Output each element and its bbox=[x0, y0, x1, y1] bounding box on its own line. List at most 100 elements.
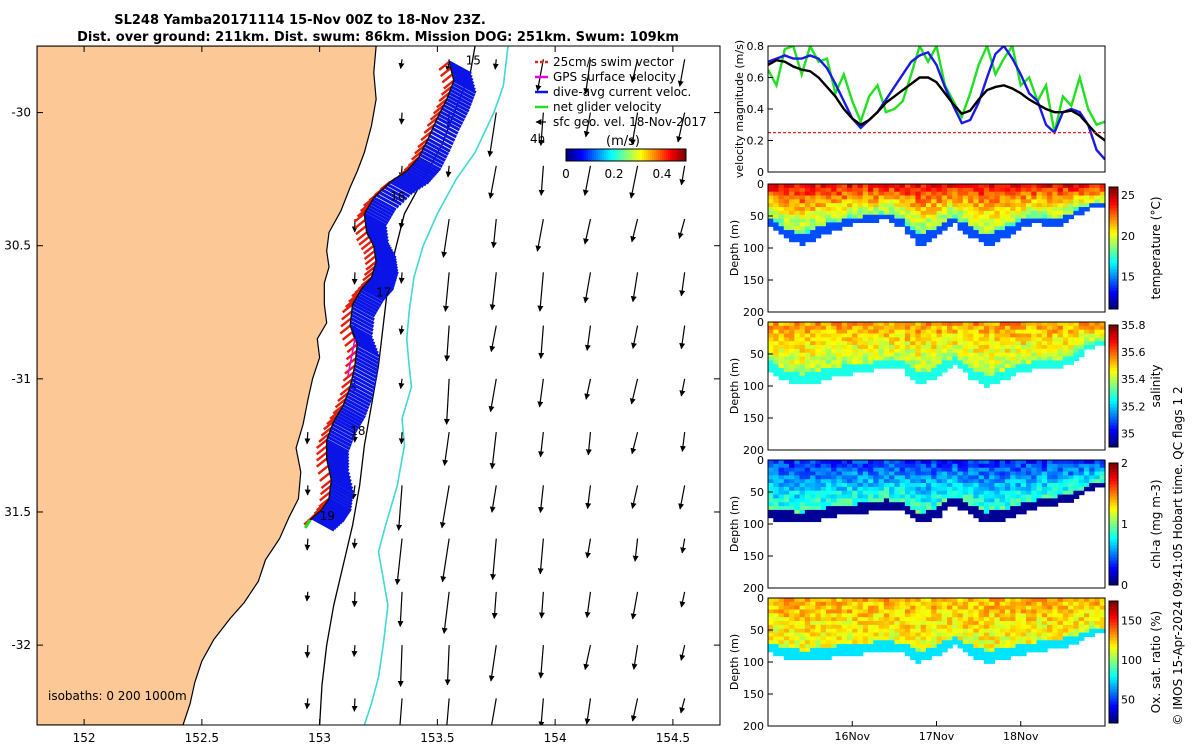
section-cell bbox=[947, 222, 953, 227]
section-cell bbox=[1062, 624, 1069, 630]
section-cell bbox=[1057, 191, 1064, 197]
section-cell bbox=[1031, 341, 1038, 346]
section-cell bbox=[1073, 348, 1080, 354]
geo-velocity-arrows bbox=[304, 59, 687, 725]
geo-arrow bbox=[538, 645, 545, 679]
section-cell bbox=[810, 199, 816, 204]
section-cell bbox=[1026, 222, 1032, 227]
section-cell bbox=[1041, 632, 1048, 637]
section-cell bbox=[936, 352, 943, 358]
section-cell bbox=[846, 636, 853, 641]
section-cell bbox=[904, 195, 911, 200]
section-cell bbox=[1099, 475, 1106, 480]
section-cell bbox=[920, 214, 927, 220]
dive-avg-current-vector bbox=[359, 289, 384, 305]
section-cell bbox=[904, 333, 911, 338]
section-cell bbox=[862, 628, 869, 634]
section-cell bbox=[883, 203, 890, 208]
section-cell bbox=[1020, 199, 1027, 204]
dive-avg-current-vector bbox=[345, 394, 370, 410]
section-cell bbox=[952, 348, 959, 354]
section-cell bbox=[878, 207, 885, 212]
section-cell bbox=[936, 345, 943, 350]
section-cell bbox=[1004, 601, 1011, 607]
section-cell bbox=[973, 624, 980, 630]
section-cell bbox=[957, 203, 964, 208]
section-cell bbox=[1094, 475, 1101, 480]
section-cell bbox=[831, 222, 838, 227]
section-cell bbox=[999, 624, 1006, 630]
section-cell bbox=[952, 218, 959, 223]
section-colorbar-label: chl-a (mg m-3) bbox=[1149, 479, 1163, 568]
section-cell bbox=[915, 222, 922, 227]
section-cell bbox=[989, 379, 996, 385]
section-cell bbox=[878, 195, 885, 200]
section-cell bbox=[778, 601, 785, 607]
section-cell bbox=[831, 356, 838, 361]
section-cell bbox=[889, 352, 895, 358]
section-cell bbox=[783, 364, 790, 369]
dive-avg-current-vector bbox=[325, 454, 350, 469]
map-colorbar-cell bbox=[574, 149, 577, 161]
section-cell bbox=[910, 467, 917, 473]
geo-arrow bbox=[441, 218, 450, 258]
section-cell bbox=[773, 617, 780, 622]
section-cell bbox=[1083, 207, 1090, 212]
section-cell bbox=[994, 184, 1001, 189]
section-cell bbox=[768, 214, 774, 220]
section-cell bbox=[989, 624, 996, 630]
section-cell bbox=[925, 237, 932, 243]
section-colorbar-cell bbox=[1109, 707, 1118, 712]
section-cell bbox=[820, 375, 827, 381]
section-cell bbox=[899, 483, 906, 488]
section-cell bbox=[973, 617, 980, 622]
section-cell bbox=[904, 352, 911, 358]
geo-arrow bbox=[537, 272, 544, 312]
section-cell bbox=[846, 498, 853, 503]
section-cell bbox=[936, 329, 943, 335]
section-cell bbox=[1078, 333, 1085, 338]
section-colorbar-cell bbox=[1109, 367, 1118, 372]
section-cell bbox=[978, 184, 985, 189]
section-cell bbox=[862, 467, 869, 473]
section-cell bbox=[846, 368, 853, 373]
section-cell bbox=[952, 333, 959, 338]
section-cell bbox=[841, 333, 848, 338]
section-cell bbox=[1057, 644, 1064, 649]
section-cell bbox=[799, 609, 806, 614]
section-cell bbox=[841, 222, 848, 227]
section-cell bbox=[968, 207, 974, 212]
section-cell bbox=[799, 655, 806, 661]
section-cell bbox=[1015, 222, 1022, 227]
section-colorbar-cell bbox=[1109, 281, 1118, 286]
section-cell bbox=[915, 348, 922, 354]
section-cell bbox=[1099, 329, 1106, 335]
section-colorbar-cell bbox=[1109, 628, 1118, 632]
section-cell bbox=[836, 640, 843, 645]
swim-vector bbox=[363, 244, 375, 255]
section-cell bbox=[1015, 621, 1022, 626]
section-cell bbox=[868, 628, 874, 634]
section-cell bbox=[799, 187, 806, 193]
map-colorbar-cell bbox=[634, 149, 637, 161]
section-cell bbox=[810, 364, 816, 369]
section-cell bbox=[783, 337, 790, 342]
section-cell bbox=[1041, 184, 1048, 189]
section-cell bbox=[836, 647, 843, 653]
section-cell bbox=[894, 506, 901, 511]
section-cell bbox=[778, 467, 785, 473]
section-cell bbox=[815, 498, 822, 503]
dive-avg-current-vector bbox=[362, 285, 387, 300]
section-cell bbox=[846, 460, 853, 465]
dive-avg-current-vector bbox=[419, 153, 443, 169]
section-cell bbox=[952, 494, 959, 499]
section-colorbar-cell bbox=[1109, 275, 1118, 279]
section-cell bbox=[931, 364, 938, 369]
section-cell bbox=[1099, 479, 1106, 484]
section-cell bbox=[941, 460, 948, 465]
section-cell bbox=[989, 601, 996, 607]
section-cell bbox=[789, 632, 795, 637]
dive-avg-current-vector bbox=[448, 60, 472, 76]
section-cell bbox=[999, 460, 1006, 465]
section-cell bbox=[831, 463, 838, 469]
